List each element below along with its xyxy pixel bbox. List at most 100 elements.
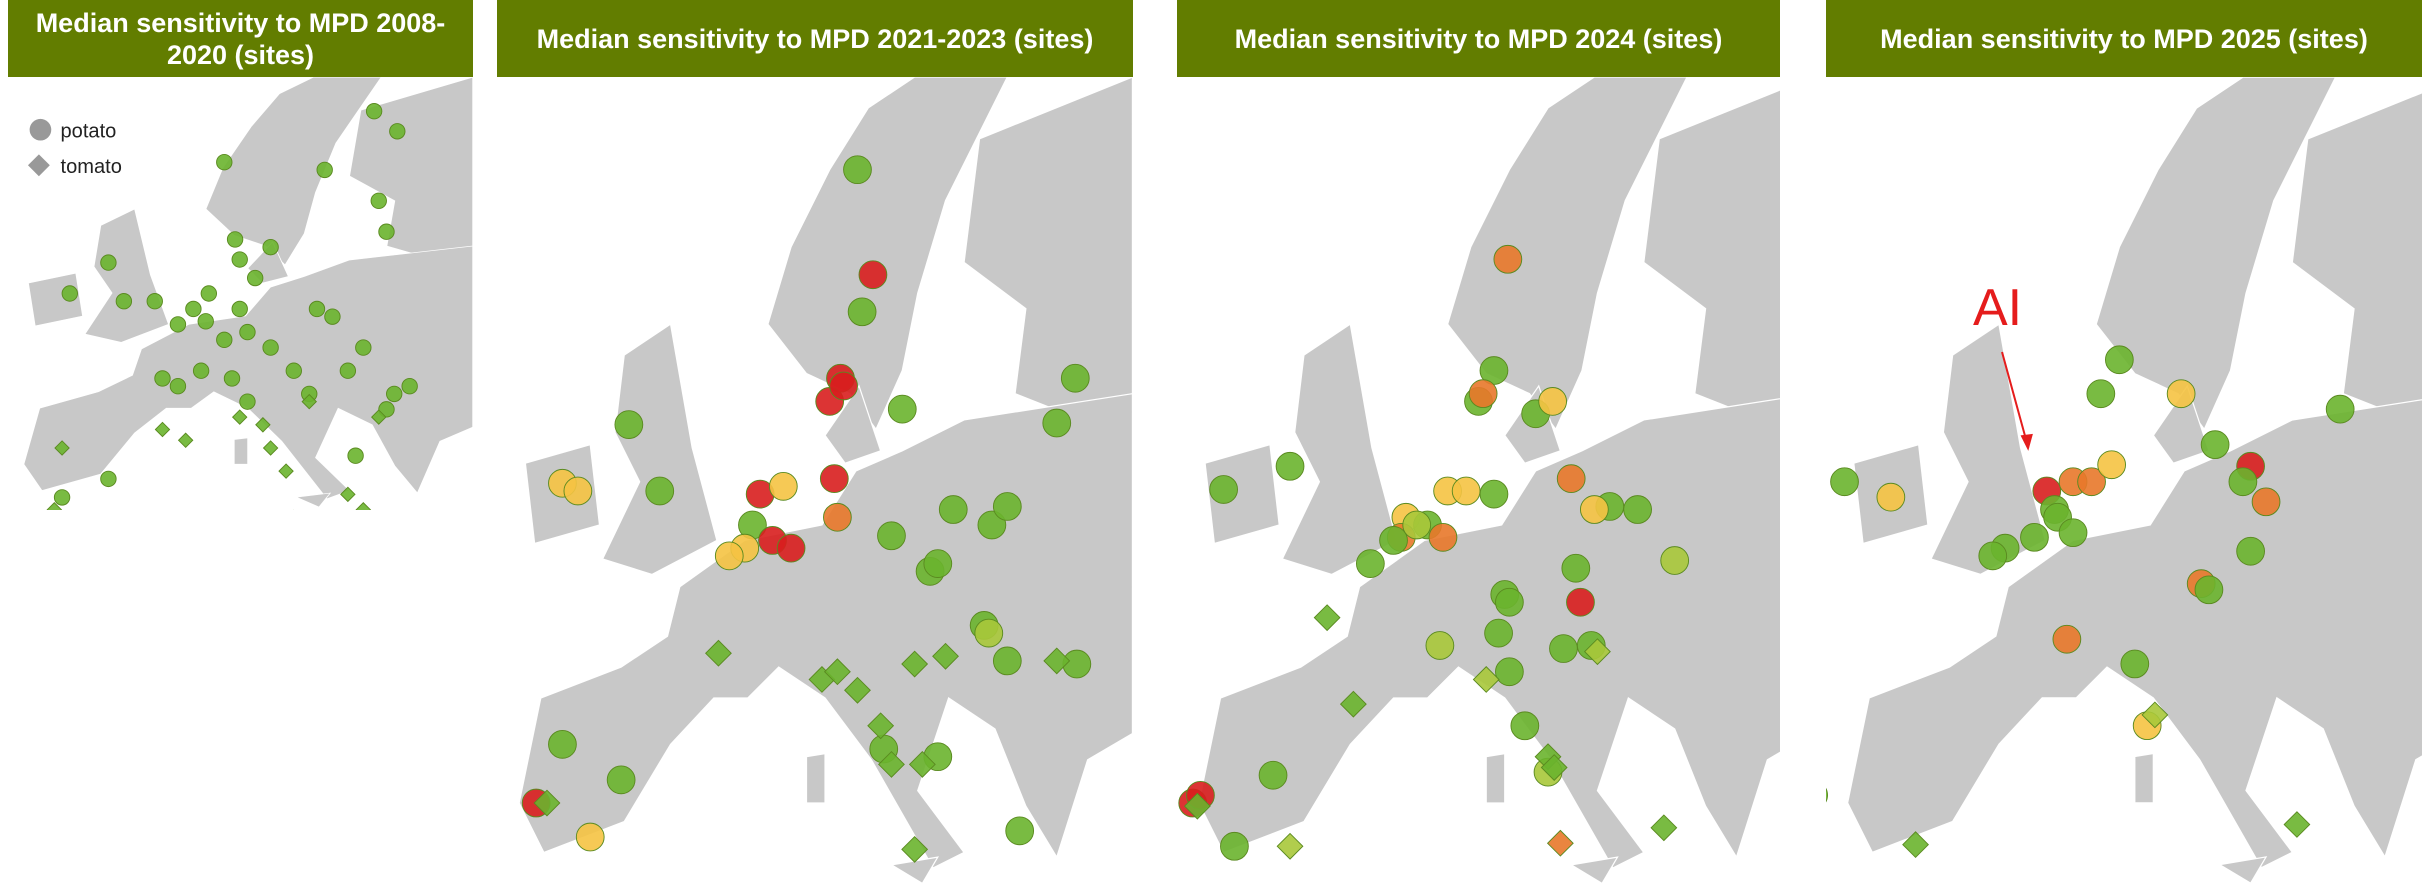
site-marker: [1650, 814, 1678, 842]
site-marker: [776, 533, 806, 563]
site-marker: [46, 502, 63, 510]
annotation-arrow: [2001, 351, 2030, 449]
site-marker: [2097, 450, 2127, 480]
panel: Median sensitivity to MPD 2025 (sites): [1826, 0, 2422, 884]
site-marker: [575, 822, 605, 852]
site-marker: [829, 371, 858, 401]
site-marker: [1495, 587, 1524, 617]
site-marker: [2058, 518, 2088, 548]
site-marker: [1209, 475, 1238, 504]
site-marker: [878, 750, 905, 778]
site-marker: [54, 440, 70, 456]
site-marker: [1902, 831, 1929, 859]
site-marker: [2325, 394, 2355, 424]
site-marker: [2020, 522, 2049, 552]
annotation-arrowhead: [2020, 433, 2033, 451]
site-marker: [2228, 467, 2258, 497]
site-marker: [223, 370, 241, 387]
site-marker: [992, 646, 1022, 676]
site-marker: [548, 729, 577, 759]
site-marker: [1830, 467, 1859, 497]
site-marker: [285, 362, 302, 379]
site-marker: [185, 300, 202, 318]
site-marker: [2236, 536, 2265, 566]
legend-label: potato: [61, 120, 117, 142]
site-marker: [1566, 587, 1595, 617]
site-marker: [146, 293, 163, 310]
site-marker: [1425, 631, 1455, 660]
site-marker: [2077, 467, 2106, 497]
site-marker: [844, 676, 871, 704]
site-marker: [1062, 649, 1092, 679]
site-marker: [339, 362, 357, 379]
site-marker: [606, 765, 636, 795]
legend-marker: [29, 118, 52, 141]
site-marker: [1220, 831, 1249, 861]
site-marker: [308, 300, 326, 318]
site-marker: [1561, 553, 1591, 583]
site-marker: [823, 658, 851, 686]
site-marker: [216, 154, 233, 171]
site-marker: [867, 712, 895, 740]
site-marker: [2086, 379, 2116, 409]
site-marker: [255, 417, 271, 433]
site-marker: [355, 502, 372, 510]
panel-title: Median sensitivity to MPD 2021-2023 (sit…: [497, 0, 1133, 77]
site-marker: [1549, 634, 1578, 663]
site-marker: [1339, 690, 1367, 718]
map: [518, 77, 1133, 884]
site-marker: [2052, 624, 2082, 654]
site-marker: [100, 254, 117, 271]
site-marker: [231, 409, 248, 425]
panel-title: Median sensitivity to MPD 2024 (sites): [1177, 0, 1780, 77]
panel-title: Median sensitivity to MPD 2008-2020 (sit…: [8, 0, 473, 77]
site-marker: [1042, 408, 1072, 438]
site-marker: [1428, 522, 1458, 552]
site-marker: [819, 464, 849, 494]
site-marker: [100, 470, 117, 488]
site-marker: [370, 192, 387, 209]
site-marker: [1479, 479, 1509, 509]
site-marker: [887, 394, 917, 424]
site-marker: [1493, 244, 1523, 274]
site-marker: [1556, 464, 1586, 494]
panel-title: Median sensitivity to MPD 2025 (sites): [1826, 0, 2422, 77]
site-marker: [1826, 787, 1829, 803]
site-marker: [1183, 792, 1211, 820]
site-marker: [262, 440, 279, 456]
site-marker: [316, 161, 333, 179]
site-marker: [61, 285, 78, 302]
site-marker: [365, 103, 383, 120]
panel: Median sensitivity to MPD 2008-2020 (sit…: [8, 0, 473, 510]
site-marker: [226, 231, 244, 248]
site-marker: [2251, 487, 2281, 517]
site-marker: [169, 378, 187, 395]
site-marker: [1546, 829, 1574, 857]
site-marker: [877, 521, 906, 551]
site-marker: [246, 269, 264, 287]
site-marker: [533, 789, 561, 817]
site-marker: [1978, 541, 2008, 571]
site-marker: [2194, 575, 2224, 605]
site-marker: [1468, 379, 1498, 409]
site-marker: [177, 432, 194, 449]
site-marker: [923, 549, 953, 578]
site-marker: [386, 385, 403, 403]
site-marker: [932, 642, 959, 670]
site-marker: [1876, 482, 1906, 512]
site-marker: [1579, 495, 1609, 524]
site-marker: [216, 331, 233, 349]
site-marker: [378, 223, 395, 240]
site-marker: [1495, 657, 1524, 687]
map: [1826, 77, 2422, 884]
site-marker: [1584, 638, 1611, 666]
site-marker: [563, 476, 593, 506]
site-marker: [645, 476, 675, 506]
site-marker: [974, 618, 1004, 648]
site-marker: [347, 447, 364, 464]
site-marker: [355, 339, 372, 356]
site-marker: [231, 251, 248, 268]
site-marker: [1258, 760, 1288, 790]
site-marker: [231, 300, 248, 318]
